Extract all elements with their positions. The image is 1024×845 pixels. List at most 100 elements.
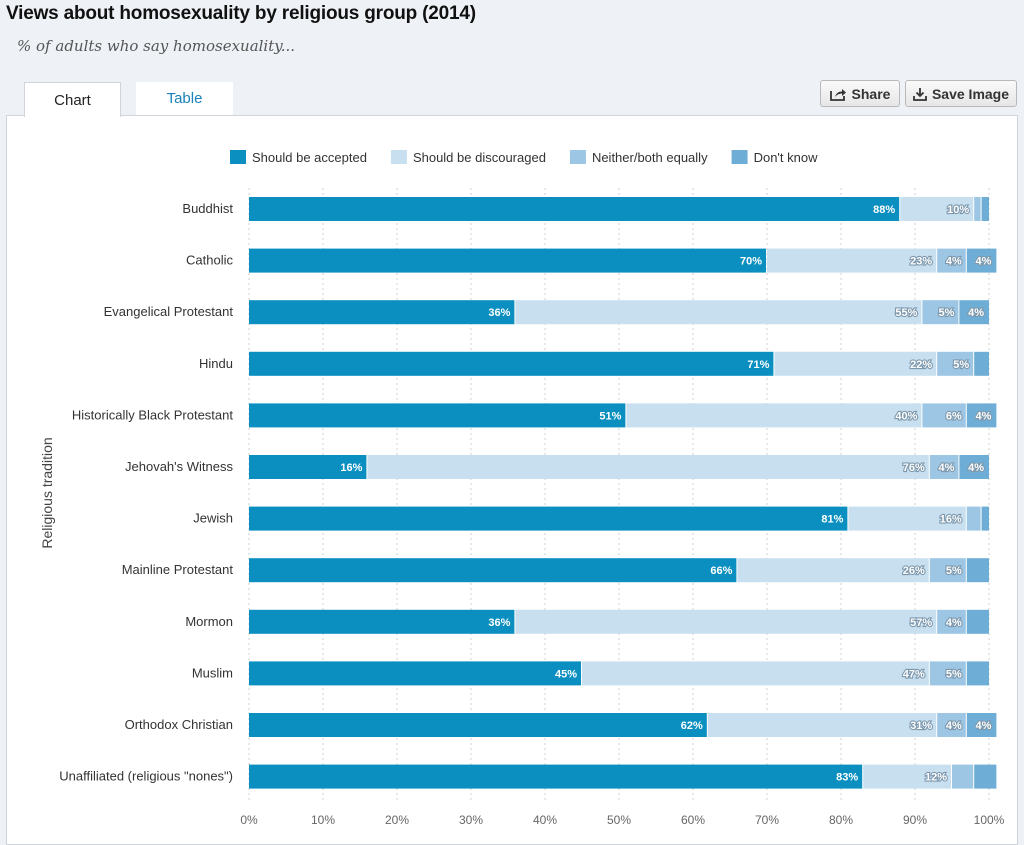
data-label: 4% xyxy=(968,307,984,319)
data-label: 5% xyxy=(946,565,962,577)
data-label: 16% xyxy=(340,462,362,474)
x-tick-label: 80% xyxy=(829,813,853,827)
bar-segment xyxy=(582,661,929,685)
data-label: 76% xyxy=(903,462,925,474)
data-label: 57% xyxy=(910,617,932,629)
x-tick-label: 100% xyxy=(974,813,1005,827)
data-label: 55% xyxy=(895,307,917,319)
data-label: 5% xyxy=(946,668,962,680)
data-label: 6% xyxy=(946,410,962,422)
data-label: 36% xyxy=(488,307,510,319)
data-label: 12% xyxy=(925,772,947,784)
legend-swatch xyxy=(230,150,246,164)
bar-segment xyxy=(967,661,989,685)
x-tick-label: 20% xyxy=(385,813,409,827)
data-label: 70% xyxy=(740,256,762,268)
bar-segment xyxy=(626,403,921,427)
data-label: 4% xyxy=(975,720,991,732)
data-label: 4% xyxy=(968,462,984,474)
bar-segment xyxy=(249,197,899,221)
category-label: Historically Black Protestant xyxy=(72,407,233,422)
bar-segment xyxy=(249,300,514,324)
tab-chart-label: Chart xyxy=(54,92,91,109)
data-label: 62% xyxy=(681,720,703,732)
stacked-bar-chart: 0% 10% 20% 30% 40% 50% 60% 70% 80% 90% 100% Should … xyxy=(0,0,1024,833)
data-label: 5% xyxy=(953,359,969,371)
bar-segment xyxy=(367,455,928,479)
bar-segment xyxy=(515,610,936,634)
x-tick-label: 30% xyxy=(459,813,483,827)
data-label: 47% xyxy=(903,668,925,680)
data-label: 4% xyxy=(975,410,991,422)
x-tick-label: 50% xyxy=(607,813,631,827)
bar-segment xyxy=(249,713,707,737)
category-label: Jehovah's Witness xyxy=(125,459,233,474)
category-label: Orthodox Christian xyxy=(125,717,233,732)
data-label: 31% xyxy=(910,720,932,732)
bar-segment xyxy=(708,713,936,737)
data-label: 51% xyxy=(599,410,621,422)
bar-segment xyxy=(974,352,989,376)
data-label: 40% xyxy=(895,410,917,422)
category-label: Mainline Protestant xyxy=(122,562,234,577)
data-label: 4% xyxy=(938,462,954,474)
legend-swatch xyxy=(570,150,586,164)
tab-chart[interactable]: Chart xyxy=(24,82,121,117)
data-label: 36% xyxy=(488,617,510,629)
bar-segment xyxy=(974,197,980,221)
data-label: 71% xyxy=(747,359,769,371)
bar-segment xyxy=(982,197,989,221)
bar-segment xyxy=(249,765,862,789)
data-label: 16% xyxy=(940,514,962,526)
data-label: 81% xyxy=(821,514,843,526)
bar-segment xyxy=(249,403,625,427)
data-label: 26% xyxy=(903,565,925,577)
data-label: 22% xyxy=(910,359,932,371)
bar-segment xyxy=(249,661,581,685)
data-label: 83% xyxy=(836,772,858,784)
category-label: Muslim xyxy=(192,665,233,680)
x-tick-label: 40% xyxy=(533,813,557,827)
legend-swatch xyxy=(391,150,407,164)
legend-label: Should be discouraged xyxy=(413,150,546,165)
y-axis-title: Religious tradition xyxy=(39,437,55,548)
category-label: Unaffiliated (religious "nones") xyxy=(59,769,233,784)
data-label: 23% xyxy=(910,256,932,268)
data-label: 4% xyxy=(946,720,962,732)
legend-swatch xyxy=(732,150,748,164)
legend-label: Don't know xyxy=(754,150,819,165)
category-label: Catholic xyxy=(186,253,233,268)
bar-segment xyxy=(982,507,989,531)
legend-label: Should be accepted xyxy=(252,150,367,165)
legend-label: Neither/both equally xyxy=(592,150,708,165)
x-tick-label: 60% xyxy=(681,813,705,827)
x-tick-label: 0% xyxy=(240,813,258,827)
bar-segment xyxy=(967,610,989,634)
x-tick-label: 70% xyxy=(755,813,779,827)
category-label: Buddhist xyxy=(182,201,233,216)
bar-segment xyxy=(967,558,989,582)
bar-segment xyxy=(515,300,921,324)
bar-segment xyxy=(952,765,973,789)
bar-segment xyxy=(249,610,514,634)
data-label: 4% xyxy=(975,256,991,268)
data-label: 66% xyxy=(710,565,732,577)
category-label: Hindu xyxy=(199,356,233,371)
bar-segment xyxy=(974,765,996,789)
data-label: 45% xyxy=(555,668,577,680)
x-tick-label: 90% xyxy=(903,813,927,827)
category-label: Jewish xyxy=(193,511,233,526)
bar-segment xyxy=(249,558,736,582)
data-label: 4% xyxy=(946,256,962,268)
bar-segment xyxy=(249,249,766,273)
category-label: Mormon xyxy=(185,614,233,629)
bar-segment xyxy=(737,558,928,582)
data-label: 88% xyxy=(873,204,895,216)
bar-segment xyxy=(249,352,773,376)
data-label: 10% xyxy=(947,204,969,216)
bar-segment xyxy=(249,507,847,531)
data-label: 5% xyxy=(938,307,954,319)
category-label: Evangelical Protestant xyxy=(104,304,234,319)
data-label: 4% xyxy=(946,617,962,629)
bar-segment xyxy=(967,507,981,531)
